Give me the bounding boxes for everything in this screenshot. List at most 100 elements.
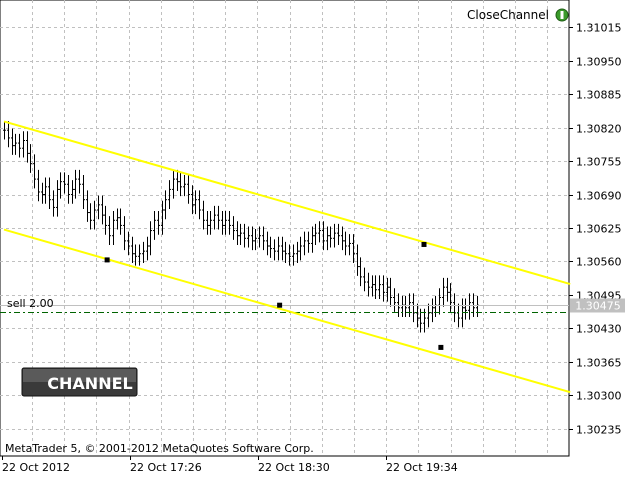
price-bar (26, 131, 29, 163)
channel-upper-line[interactable] (3, 120, 571, 286)
price-bar (221, 211, 224, 235)
price-bar (176, 169, 179, 191)
price-bar (228, 211, 231, 235)
price-bar (318, 221, 321, 243)
price-bar (247, 226, 250, 248)
price-bar (284, 241, 287, 263)
price-bar (179, 172, 182, 197)
price-bar (104, 205, 107, 235)
price-bar (119, 208, 122, 235)
price-bar (142, 241, 145, 263)
price-bar (446, 277, 449, 302)
price-bar (74, 169, 77, 199)
price-bar (89, 203, 92, 230)
price-bar (307, 231, 310, 253)
price-bar (356, 244, 359, 276)
order-line-label: sell 2.00 (7, 297, 54, 310)
price-bar (266, 231, 269, 256)
price-tick-label: 1.31015 (576, 22, 622, 35)
channel-anchor-handle[interactable] (438, 344, 444, 350)
price-bar (311, 226, 314, 253)
price-bar (236, 221, 239, 245)
price-bar (258, 226, 261, 248)
price-bar (273, 239, 276, 261)
price-tick-label: 1.30625 (576, 223, 622, 236)
price-bar (217, 205, 220, 230)
price-bar (299, 236, 302, 261)
price-bar (386, 277, 389, 302)
price-bar (389, 277, 392, 307)
price-bar (93, 200, 96, 230)
price-bar (329, 226, 332, 248)
price-bar (371, 275, 374, 297)
price-bar (29, 144, 32, 173)
price-bar (127, 231, 130, 256)
price-bar (431, 298, 434, 323)
price-bar (296, 241, 299, 263)
channel-button[interactable]: CHANNEL (0, 367, 138, 397)
price-bar (194, 190, 197, 215)
price-bar (164, 190, 167, 220)
price-bar (292, 244, 295, 266)
price-bar (18, 133, 21, 158)
price-bar (44, 177, 47, 204)
price-tick-label: 1.30885 (576, 89, 622, 102)
time-tick-label: 22 Oct 18:30 (258, 461, 330, 474)
green-indicator-icon[interactable] (555, 8, 569, 22)
current-price-tag (570, 298, 625, 313)
channel-lower-line[interactable] (3, 228, 571, 394)
price-bar (22, 131, 25, 158)
price-bar (224, 211, 227, 235)
price-bar (191, 185, 194, 215)
channel-anchor-handle[interactable] (421, 241, 427, 247)
price-bar (348, 234, 351, 256)
price-bar (254, 229, 257, 251)
price-bar (3, 120, 6, 140)
price-bar (11, 128, 14, 155)
price-bar (183, 174, 186, 197)
price-bar (138, 244, 141, 266)
price-bar (187, 174, 190, 204)
price-tick-label: 1.30690 (576, 190, 622, 203)
price-bar (172, 169, 175, 199)
channel-anchor-handle[interactable] (104, 257, 110, 263)
price-bar (146, 236, 149, 261)
price-bar (153, 211, 156, 240)
price-bar (161, 200, 164, 235)
channel-anchor-handle[interactable] (277, 302, 283, 308)
price-bar (378, 275, 381, 300)
price-bar (168, 180, 171, 209)
price-bar (198, 190, 201, 220)
price-bar (281, 236, 284, 261)
price-bar (108, 216, 111, 245)
price-bar (468, 293, 471, 320)
price-bar (288, 244, 291, 266)
price-bar (442, 277, 445, 307)
price-bar (112, 211, 115, 245)
price-bar (52, 190, 55, 217)
price-bar (67, 174, 70, 204)
price-bar (202, 200, 205, 230)
price-bar (33, 154, 36, 189)
price-bar (134, 244, 137, 266)
price-bar (359, 257, 362, 287)
current-price-label: 1.30475 (575, 300, 621, 313)
copyright-text: MetaTrader 5, © 2001-2012 MetaQuotes Sof… (5, 442, 314, 455)
price-bar (314, 223, 317, 245)
price-bar (344, 231, 347, 256)
price-tick-label: 1.30950 (576, 56, 622, 69)
price-tick-label: 1.30430 (576, 323, 622, 336)
price-tick-label: 1.30560 (576, 256, 622, 269)
price-bar (82, 174, 85, 209)
price-tick-label: 1.30235 (576, 424, 622, 437)
channel-button-label: CHANNEL (47, 374, 132, 393)
channel-anchor-points[interactable] (104, 241, 444, 350)
price-bar (78, 169, 81, 194)
price-bar (303, 231, 306, 256)
price-bar (232, 216, 235, 240)
price-bar (41, 182, 44, 204)
price-bar (262, 226, 265, 251)
price-bar (367, 272, 370, 297)
